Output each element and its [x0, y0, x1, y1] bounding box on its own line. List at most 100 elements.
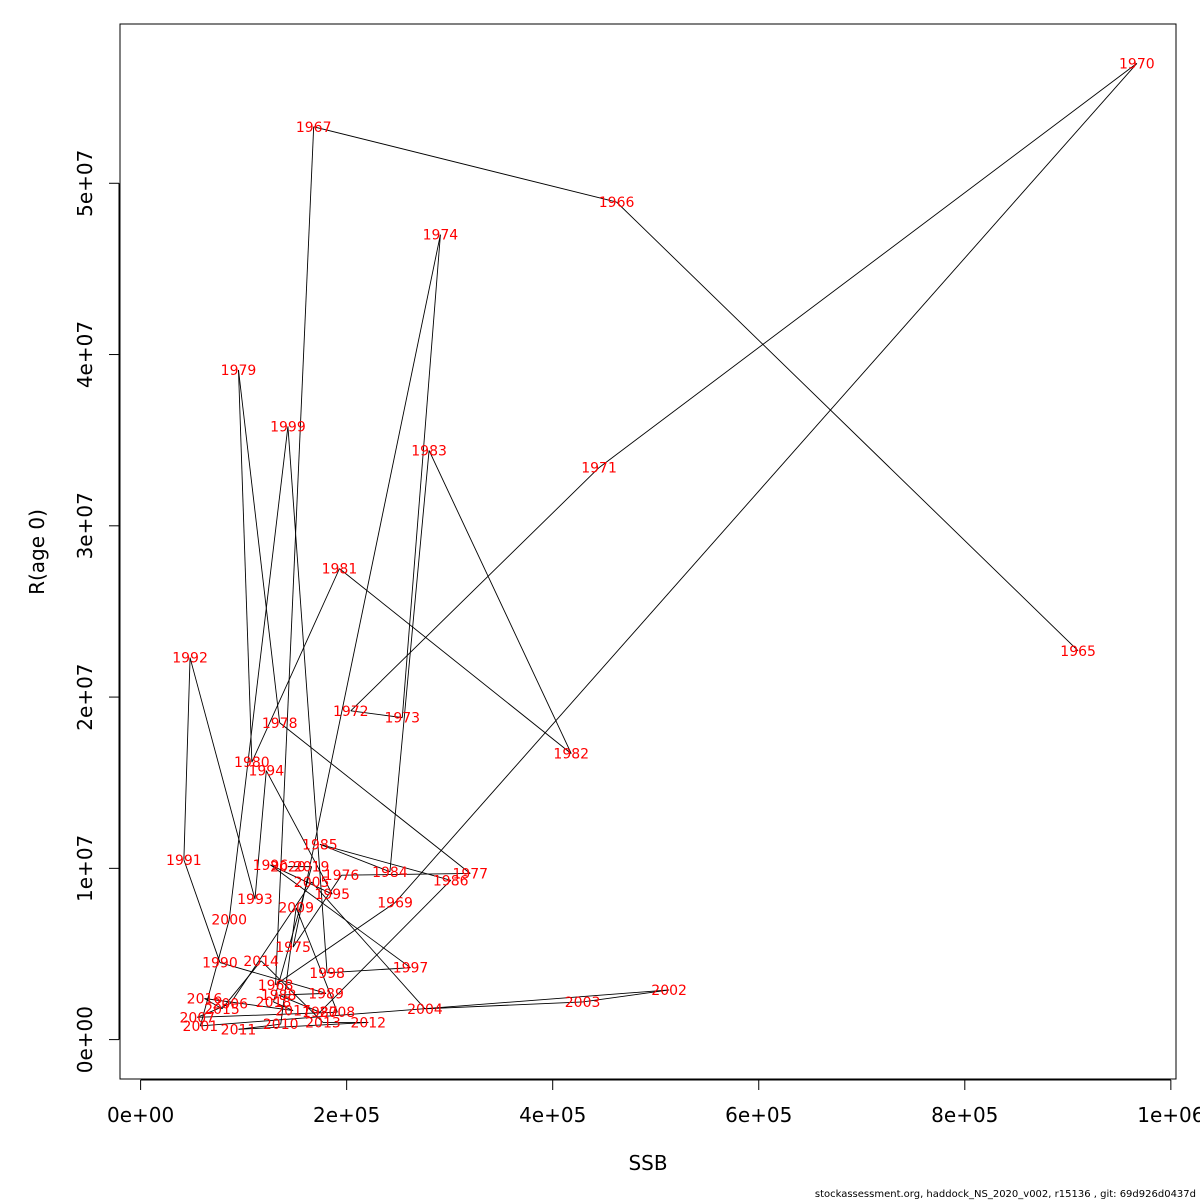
segment-1988-1989	[278, 992, 327, 996]
segment-1995-1996	[270, 864, 333, 895]
point-label-1979: 1979	[221, 363, 257, 379]
point-label-2011: 2011	[221, 1022, 257, 1038]
point-label-1978: 1978	[262, 716, 298, 732]
point-label-1998: 1998	[309, 966, 345, 982]
segment-1994-1995	[265, 770, 333, 895]
segment-1993-1994	[254, 770, 267, 900]
point-label-2015: 2015	[204, 1002, 240, 1018]
segment-1966-1967	[313, 126, 617, 203]
point-label-1975: 1975	[275, 940, 311, 956]
point-label-1993: 1993	[237, 892, 273, 908]
point-label-1994: 1994	[248, 764, 284, 780]
segment-2018-2019	[273, 866, 313, 1003]
point-label-2008: 2008	[320, 1005, 356, 1021]
point-label-1969: 1969	[377, 896, 413, 912]
segment-1987-1988	[278, 994, 321, 1013]
segment-1976-1977	[341, 873, 471, 876]
point-label-1977: 1977	[452, 866, 488, 882]
point-label-1997: 1997	[393, 961, 429, 977]
segment-2010-2011	[238, 1023, 281, 1030]
y-axis-title: R(age 0)	[25, 509, 49, 595]
segment-2008-2009	[295, 907, 338, 1013]
x-tick-label: 2e+05	[313, 1103, 380, 1127]
point-label-1973: 1973	[384, 711, 420, 727]
segment-1970-1971	[598, 63, 1138, 468]
point-label-1986: 1986	[433, 873, 469, 889]
point-label-2010: 2010	[263, 1017, 299, 1033]
segment-1972-1973	[350, 710, 403, 719]
segment-2002-2003	[582, 989, 670, 1003]
y-tick-label: 4e+07	[73, 321, 97, 388]
point-label-2002: 2002	[651, 983, 687, 999]
point-label-1972: 1972	[333, 704, 369, 720]
y-tick-label: 2e+07	[73, 663, 97, 730]
segment-1967-1968	[275, 126, 315, 985]
segment-1983-1984	[389, 450, 430, 872]
y-axis: 0e+00 1e+07 2e+07 3e+07 4e+07 5e+07	[73, 150, 120, 1073]
x-axis-title: SSB	[628, 1151, 667, 1175]
point-label-2001: 2001	[183, 1019, 219, 1035]
segment-1991-1992	[183, 657, 191, 860]
point-label-1967: 1967	[296, 120, 332, 136]
segment-1980-1981	[251, 568, 340, 763]
point-label-2006: 2006	[212, 997, 248, 1013]
segment-1971-1972	[350, 467, 600, 712]
point-label-1971: 1971	[581, 461, 617, 477]
segment-2004-2005	[311, 881, 426, 1010]
point-label-2009: 2009	[278, 901, 314, 917]
segment-2017-2018	[273, 1001, 294, 1011]
series-path	[183, 63, 1138, 1030]
segment-1975-1976	[292, 874, 342, 948]
segment-1979-1980	[238, 369, 253, 763]
point-label-2007: 2007	[179, 1010, 215, 1026]
point-label-2017: 2017	[275, 1003, 311, 1019]
footer-credit: stockassessment.org, haddock_NS_2020_v00…	[815, 1189, 1196, 1200]
point-label-2005: 2005	[294, 875, 330, 891]
point-label-2004: 2004	[407, 1002, 443, 1018]
point-label-1990: 1990	[202, 956, 238, 972]
point-label-1984: 1984	[372, 865, 408, 881]
segment-1986-1987	[319, 880, 452, 1013]
segment-1981-1982	[339, 568, 572, 754]
x-axis: 0e+00 2e+05 4e+05 6e+05 8e+05 1e+06	[107, 1079, 1200, 1127]
point-label-2020: 2020	[270, 860, 306, 876]
y-tick-label: 5e+07	[73, 150, 97, 217]
x-tick-label: 0e+00	[107, 1103, 174, 1127]
segment-2005-2006	[229, 881, 312, 1004]
segment-2013-2014	[260, 960, 324, 1023]
y-tick-label: 1e+07	[73, 835, 97, 902]
point-label-1995: 1995	[314, 887, 350, 903]
point-label-1981: 1981	[322, 562, 358, 578]
segment-2015-2016	[204, 998, 223, 1010]
segment-1969-1970	[394, 63, 1138, 903]
point-label-1992: 1992	[172, 651, 208, 667]
point-label-1974: 1974	[423, 228, 459, 244]
segment-2016-2017	[204, 998, 294, 1011]
point-label-1985: 1985	[302, 837, 338, 853]
segment-1998-1999	[287, 426, 328, 973]
point-label-1980: 1980	[234, 755, 270, 771]
point-labels: 1965 1966 1967 1968 1969 1970 1971 1972 1973 1974…	[166, 56, 1155, 1038]
point-label-2012: 2012	[350, 1015, 386, 1031]
point-label-2013: 2013	[305, 1015, 341, 1031]
point-label-2018: 2018	[256, 995, 292, 1011]
point-label-1983: 1983	[411, 443, 447, 459]
segment-1992-1993	[189, 657, 256, 900]
plot-frame	[119, 23, 1177, 1080]
segment-1968-1969	[275, 902, 396, 986]
segment-2000-2001	[199, 919, 230, 1027]
point-label-1988: 1988	[261, 988, 297, 1004]
point-label-1996: 1996	[253, 858, 289, 874]
point-label-1982: 1982	[553, 747, 589, 763]
segment-1989-1990	[219, 962, 327, 994]
segment-2009-2010	[280, 907, 297, 1025]
x-tick-label: 6e+05	[725, 1103, 792, 1127]
point-label-2014: 2014	[243, 954, 279, 970]
point-label-2016: 2016	[187, 992, 223, 1008]
segment-1984-1985	[319, 843, 391, 873]
segment-1965-1966	[616, 201, 1079, 652]
x-tick-label: 8e+05	[931, 1103, 998, 1127]
point-label-1966: 1966	[599, 195, 635, 211]
segment-1996-1997	[270, 864, 411, 969]
